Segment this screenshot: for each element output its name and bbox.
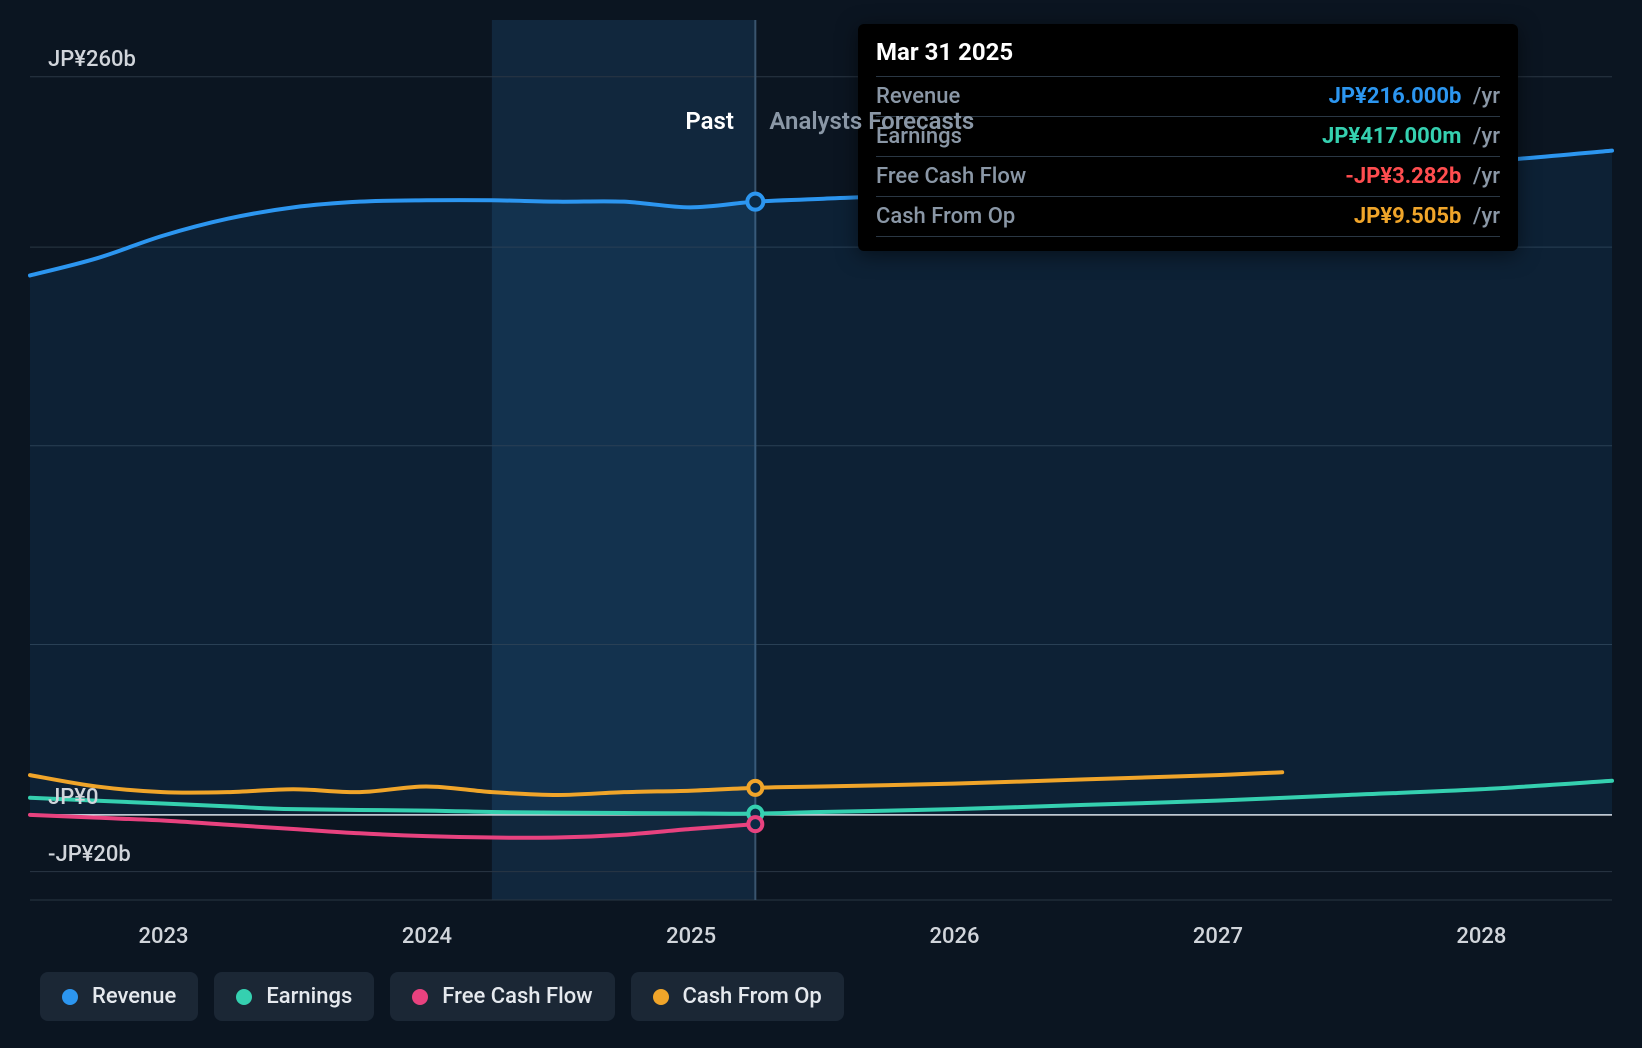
tooltip-value: JP¥216.000b	[1329, 84, 1462, 109]
y-axis-label: JP¥0	[48, 785, 98, 810]
y-axis-label: JP¥260b	[48, 47, 136, 72]
x-axis-label: 2023	[139, 924, 189, 949]
tooltip-row-fcf: Free Cash Flow -JP¥3.282b /yr	[876, 156, 1500, 196]
section-label-past: Past	[685, 107, 734, 135]
x-axis-label: 2026	[930, 924, 980, 949]
chart-tooltip: Mar 31 2025 Revenue JP¥216.000b /yr Earn…	[858, 24, 1518, 251]
legend-label: Free Cash Flow	[442, 984, 592, 1009]
tooltip-unit: /yr	[1473, 204, 1500, 229]
legend-item-fcf[interactable]: Free Cash Flow	[390, 972, 614, 1021]
tooltip-unit: /yr	[1473, 164, 1500, 189]
tooltip-value: JP¥417.000m	[1322, 124, 1461, 149]
legend-dot-icon	[653, 989, 669, 1005]
tooltip-value: JP¥9.505b	[1354, 204, 1462, 229]
tooltip-date: Mar 31 2025	[876, 38, 1500, 76]
legend-dot-icon	[236, 989, 252, 1005]
tooltip-label: Free Cash Flow	[876, 164, 1026, 189]
chart-legend: Revenue Earnings Free Cash Flow Cash Fro…	[40, 972, 844, 1021]
tooltip-label: Revenue	[876, 84, 960, 109]
x-axis-label: 2028	[1456, 924, 1506, 949]
legend-item-earnings[interactable]: Earnings	[214, 972, 374, 1021]
y-axis-label: -JP¥20b	[48, 842, 131, 867]
legend-dot-icon	[412, 989, 428, 1005]
legend-label: Revenue	[92, 984, 176, 1009]
legend-label: Cash From Op	[683, 984, 822, 1009]
legend-item-revenue[interactable]: Revenue	[40, 972, 198, 1021]
tooltip-unit: /yr	[1473, 84, 1500, 109]
legend-label: Earnings	[266, 984, 352, 1009]
x-axis-label: 2025	[666, 924, 716, 949]
x-axis-label: 2024	[402, 924, 452, 949]
tooltip-row-cfo: Cash From Op JP¥9.505b /yr	[876, 196, 1500, 237]
x-axis-label: 2027	[1193, 924, 1243, 949]
tooltip-unit: /yr	[1473, 124, 1500, 149]
legend-item-cfo[interactable]: Cash From Op	[631, 972, 844, 1021]
legend-dot-icon	[62, 989, 78, 1005]
tooltip-label: Cash From Op	[876, 204, 1015, 229]
section-label-forecast: Analysts Forecasts	[769, 107, 974, 135]
financial-chart[interactable]: Mar 31 2025 Revenue JP¥216.000b /yr Earn…	[0, 0, 1642, 1048]
tooltip-value: -JP¥3.282b	[1345, 164, 1461, 189]
